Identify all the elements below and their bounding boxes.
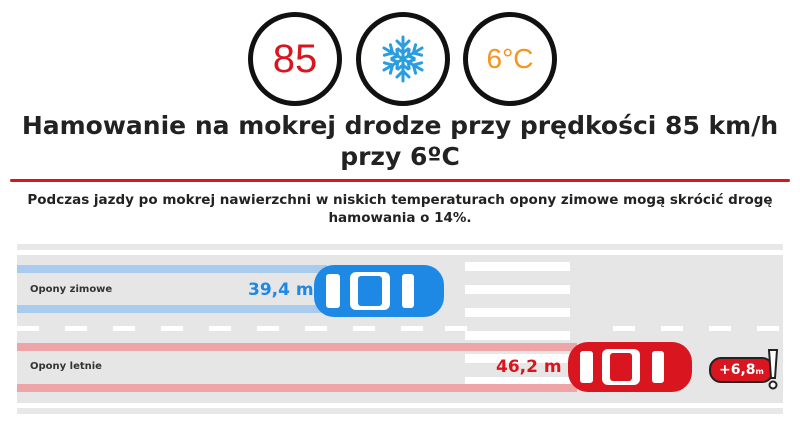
lane-dash (445, 326, 467, 331)
winter-tyres-label: Opony zimowe (30, 284, 113, 295)
lane-dash (353, 326, 375, 331)
subtitle: Podczas jazdy po mokrej nawierzchni w ni… (27, 192, 773, 226)
red-car-icon (568, 342, 692, 392)
difference-badge: +6,8m (709, 357, 774, 383)
road-edge-top (17, 244, 783, 250)
summer-lane-line (17, 384, 577, 392)
lane-dash (757, 326, 779, 331)
crosswalk-stripe (465, 308, 570, 317)
temperature-value: 6°C (486, 43, 534, 74)
lane-dash (65, 326, 87, 331)
summer-lane-line (17, 343, 577, 351)
lane-dash (613, 326, 635, 331)
temperature-badge: 6°C (463, 12, 557, 106)
lane-dash (209, 326, 231, 331)
lane-dash (661, 326, 683, 331)
lane-dash (401, 326, 423, 331)
lane-dash (17, 326, 39, 331)
difference-unit: m (755, 367, 764, 376)
crosswalk-stripe (465, 354, 570, 363)
lane-dash (257, 326, 279, 331)
lane-dash (161, 326, 183, 331)
winter-lane-line (17, 265, 327, 273)
winter-distance: 39,4 m (248, 280, 314, 300)
lane-dash (305, 326, 327, 331)
speed-value: 85 (272, 36, 318, 81)
summer-tyres-label: Opony letnie (30, 361, 102, 372)
crosswalk-stripe (465, 331, 570, 340)
summer-distance: 46,2 m (496, 357, 562, 377)
crosswalk-stripe (465, 262, 570, 271)
winter-lane-line (17, 305, 327, 313)
weather-badge (356, 12, 450, 106)
lane-dash (709, 326, 731, 331)
crosswalk-stripe (465, 285, 570, 294)
road-edge-bottom (17, 408, 783, 414)
exclamation-icon (767, 349, 779, 390)
speed-badge: 85 (248, 12, 342, 106)
difference-value: +6,8 (719, 362, 756, 378)
title-divider (10, 179, 790, 182)
snowflake-icon (379, 35, 427, 83)
lane-dash (113, 326, 135, 331)
crosswalk-stripe (465, 377, 570, 386)
page-title: Hamowanie na mokrej drodze przy prędkośc… (21, 111, 779, 171)
blue-car-icon (314, 265, 444, 317)
